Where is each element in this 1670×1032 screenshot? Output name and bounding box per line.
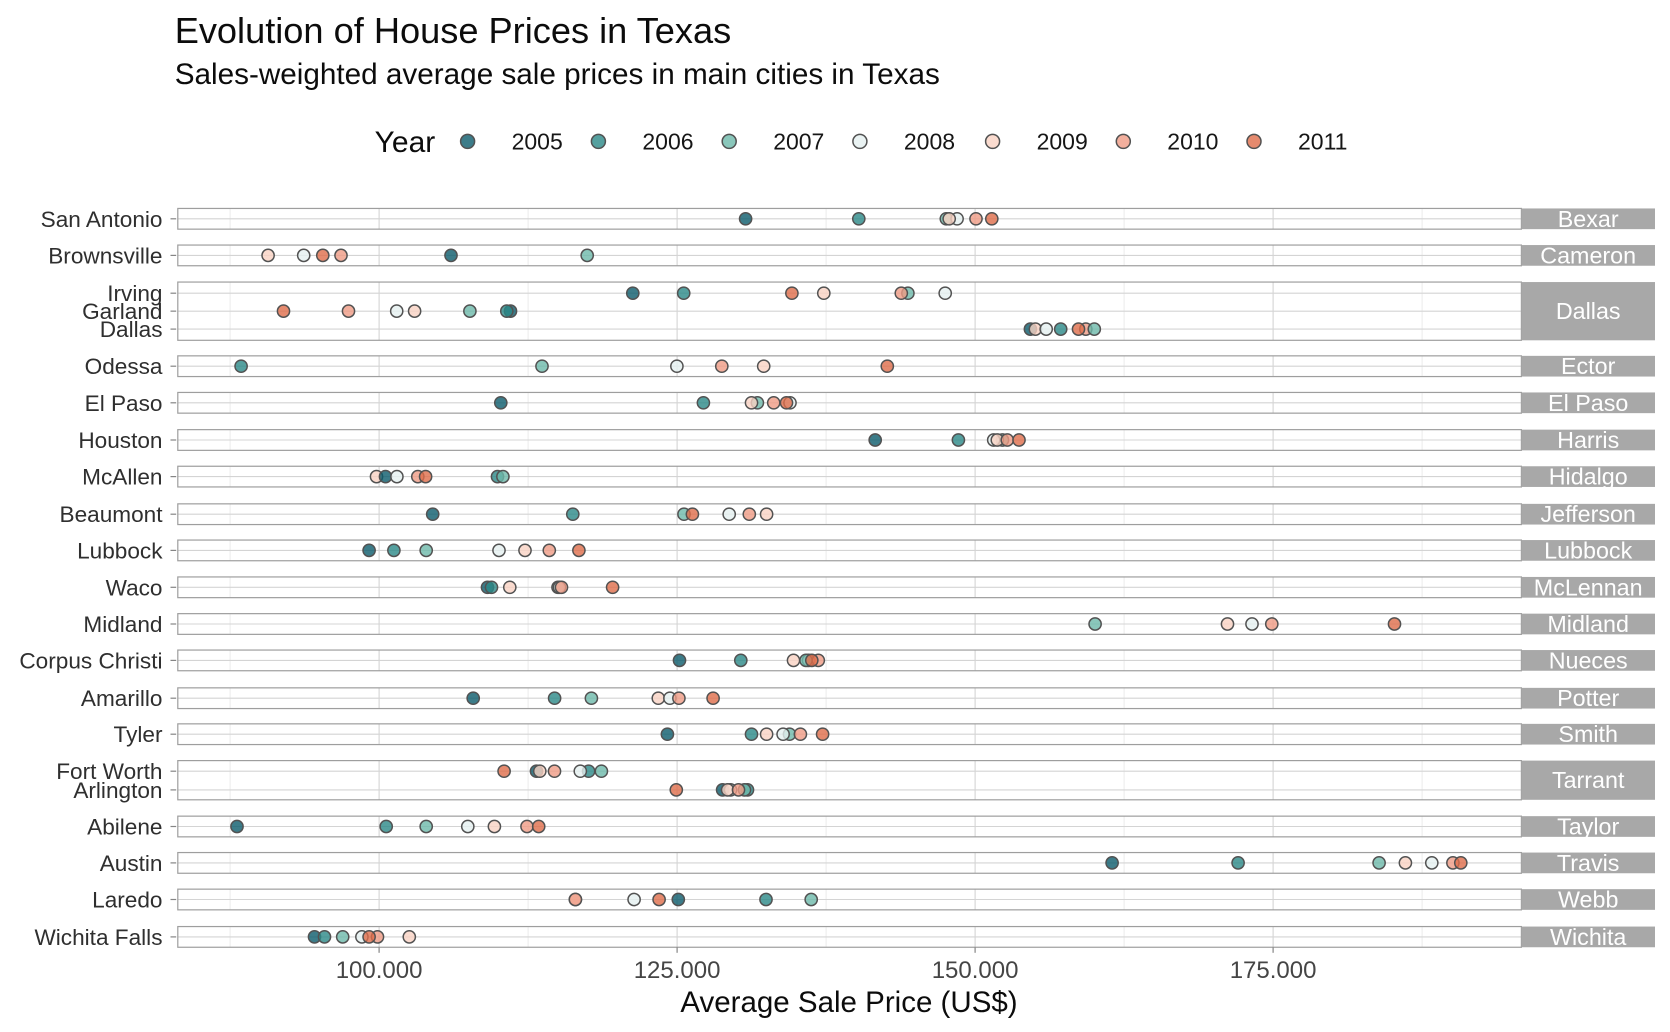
svg-text:Houston: Houston <box>78 428 162 453</box>
svg-text:Waco: Waco <box>106 575 163 600</box>
svg-text:Arlington: Arlington <box>73 778 162 803</box>
svg-text:150.000: 150.000 <box>932 957 1019 984</box>
svg-text:Evolution of House Prices in T: Evolution of House Prices in Texas <box>175 10 732 51</box>
svg-text:Midland: Midland <box>1547 611 1629 637</box>
svg-text:Travis: Travis <box>1557 850 1620 876</box>
svg-text:Tyler: Tyler <box>114 722 163 747</box>
svg-text:2011: 2011 <box>1298 129 1347 155</box>
svg-text:Harris: Harris <box>1557 427 1619 453</box>
svg-text:McAllen: McAllen <box>82 465 162 490</box>
svg-text:2008: 2008 <box>904 129 955 155</box>
svg-text:Dallas: Dallas <box>100 317 163 342</box>
svg-text:175.000: 175.000 <box>1230 957 1317 984</box>
svg-text:Year: Year <box>375 126 436 159</box>
svg-text:McLennan: McLennan <box>1534 574 1643 600</box>
svg-text:Abilene: Abilene <box>87 815 162 840</box>
svg-text:Austin: Austin <box>100 851 163 876</box>
svg-text:Ector: Ector <box>1561 353 1616 379</box>
svg-text:125.000: 125.000 <box>634 957 721 984</box>
svg-text:Potter: Potter <box>1557 685 1619 711</box>
svg-text:2010: 2010 <box>1167 129 1218 155</box>
svg-text:Irving: Irving <box>107 281 162 306</box>
svg-text:Nueces: Nueces <box>1549 647 1628 673</box>
svg-text:Laredo: Laredo <box>92 888 162 913</box>
svg-text:Webb: Webb <box>1558 887 1618 913</box>
svg-text:100.000: 100.000 <box>336 957 423 984</box>
svg-text:Wichita: Wichita <box>1550 924 1626 950</box>
svg-text:Dallas: Dallas <box>1556 298 1621 324</box>
svg-text:Odessa: Odessa <box>85 354 163 379</box>
svg-text:Beaumont: Beaumont <box>60 502 164 527</box>
svg-text:Jefferson: Jefferson <box>1540 501 1635 527</box>
svg-text:Midland: Midland <box>83 612 162 637</box>
svg-text:Taylor: Taylor <box>1557 814 1619 840</box>
svg-text:2009: 2009 <box>1037 129 1088 155</box>
svg-text:Tarrant: Tarrant <box>1552 767 1625 793</box>
svg-text:El Paso: El Paso <box>85 391 163 416</box>
svg-text:El Paso: El Paso <box>1548 390 1628 416</box>
svg-text:Corpus Christi: Corpus Christi <box>19 648 162 673</box>
svg-text:Garland: Garland <box>82 299 162 324</box>
svg-text:Cameron: Cameron <box>1540 242 1636 268</box>
svg-text:Lubbock: Lubbock <box>1544 537 1632 563</box>
svg-text:2007: 2007 <box>773 129 824 155</box>
svg-text:Wichita Falls: Wichita Falls <box>34 925 162 950</box>
svg-text:2005: 2005 <box>512 129 563 155</box>
svg-text:Bexar: Bexar <box>1558 206 1619 232</box>
svg-text:2006: 2006 <box>642 129 693 155</box>
svg-text:Amarillo: Amarillo <box>81 686 163 711</box>
svg-text:San Antonio: San Antonio <box>41 207 163 232</box>
svg-text:Average Sale Price (US$): Average Sale Price (US$) <box>680 986 1017 1019</box>
svg-text:Fort Worth: Fort Worth <box>56 759 162 784</box>
svg-text:Hidalgo: Hidalgo <box>1549 464 1628 490</box>
svg-text:Smith: Smith <box>1558 721 1618 747</box>
svg-text:Sales-weighted average sale pr: Sales-weighted average sale prices in ma… <box>175 58 940 91</box>
svg-text:Lubbock: Lubbock <box>77 538 163 563</box>
svg-text:Brownsville: Brownsville <box>48 243 162 268</box>
